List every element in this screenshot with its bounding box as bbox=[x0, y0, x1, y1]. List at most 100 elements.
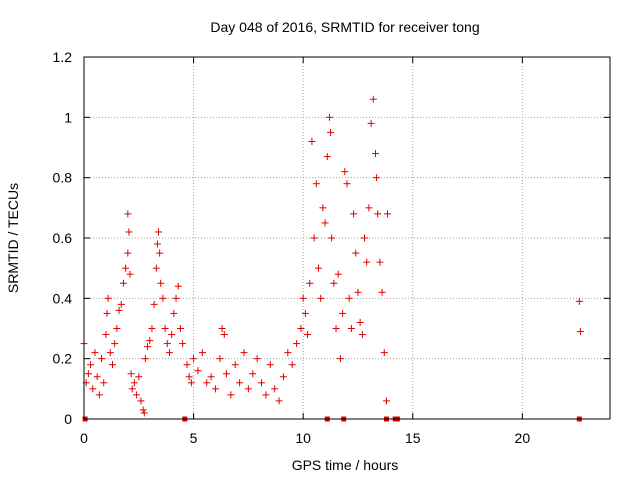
data-point bbox=[319, 204, 327, 212]
data-point bbox=[356, 318, 364, 326]
data-point bbox=[384, 210, 392, 218]
data-point bbox=[315, 264, 323, 272]
data-point bbox=[135, 373, 143, 381]
data-point bbox=[216, 355, 224, 363]
data-point bbox=[284, 349, 292, 357]
data-point bbox=[111, 340, 119, 348]
data-point bbox=[168, 331, 176, 339]
data-point bbox=[157, 279, 165, 287]
data-point bbox=[301, 309, 309, 317]
data-point bbox=[367, 119, 375, 127]
data-point bbox=[350, 210, 358, 218]
data-point bbox=[339, 309, 347, 317]
y-tick-label: 1.2 bbox=[53, 49, 73, 65]
data-point bbox=[190, 355, 198, 363]
data-point bbox=[170, 309, 178, 317]
data-point bbox=[87, 361, 95, 369]
data-point bbox=[347, 325, 355, 332]
data-point bbox=[361, 234, 369, 242]
data-point bbox=[93, 373, 101, 381]
data-point bbox=[207, 373, 215, 381]
data-point bbox=[84, 370, 92, 378]
data-point bbox=[321, 219, 329, 227]
data-point bbox=[218, 325, 226, 332]
data-point bbox=[203, 379, 211, 387]
x-tick-label: 5 bbox=[190, 430, 198, 446]
data-point bbox=[179, 340, 187, 348]
data-point bbox=[323, 153, 331, 161]
data-point bbox=[334, 270, 342, 278]
y-tick-label: 0.4 bbox=[53, 290, 73, 306]
data-point bbox=[266, 361, 274, 369]
data-point bbox=[317, 294, 325, 302]
data-point bbox=[89, 385, 97, 393]
data-point bbox=[310, 234, 318, 242]
data-point bbox=[117, 300, 125, 308]
data-point bbox=[258, 379, 266, 387]
data-point bbox=[345, 294, 353, 302]
data-point bbox=[127, 370, 135, 378]
data-point bbox=[115, 306, 123, 314]
data-point bbox=[297, 325, 305, 332]
data-point bbox=[187, 379, 195, 387]
data-point bbox=[240, 349, 248, 357]
data-point bbox=[236, 379, 244, 387]
data-point bbox=[122, 264, 130, 272]
data-point bbox=[330, 279, 338, 287]
data-point bbox=[271, 385, 279, 393]
data-point bbox=[185, 373, 193, 381]
y-axis-label: SRMTID / TECUs bbox=[5, 183, 21, 293]
data-point bbox=[146, 337, 154, 345]
data-point bbox=[163, 340, 171, 348]
data-point bbox=[358, 331, 366, 339]
data-point bbox=[325, 113, 333, 121]
data-point bbox=[279, 373, 287, 381]
data-point bbox=[194, 367, 202, 375]
y-tick-label: 0.8 bbox=[53, 170, 73, 186]
data-point bbox=[148, 325, 156, 332]
data-point bbox=[308, 137, 316, 145]
data-point bbox=[231, 361, 239, 369]
data-point bbox=[126, 270, 134, 278]
data-point bbox=[380, 349, 388, 357]
data-point bbox=[144, 343, 152, 351]
data-point bbox=[161, 325, 169, 332]
data-point bbox=[304, 331, 312, 339]
data-point bbox=[174, 282, 182, 290]
y-tick-label: 0.6 bbox=[53, 230, 73, 246]
data-point bbox=[141, 355, 149, 363]
data-point bbox=[125, 228, 133, 236]
data-point bbox=[183, 361, 191, 369]
x-tick-label: 10 bbox=[295, 430, 311, 446]
data-points bbox=[80, 95, 584, 422]
data-point bbox=[113, 325, 121, 332]
data-point bbox=[91, 349, 99, 357]
data-point bbox=[212, 385, 219, 393]
axis-ticks: 0 0.2 0.4 0.6 0.8 1 1.2 0 5 10 15 20 bbox=[53, 49, 610, 446]
data-point bbox=[249, 370, 257, 378]
x-tick-label: 15 bbox=[405, 430, 421, 446]
data-point bbox=[108, 361, 116, 369]
data-point bbox=[130, 379, 138, 387]
data-point bbox=[244, 385, 252, 393]
data-point bbox=[153, 240, 161, 248]
data-point bbox=[124, 249, 132, 257]
data-point bbox=[382, 397, 390, 405]
data-point bbox=[306, 279, 314, 287]
data-point bbox=[365, 204, 373, 212]
data-point bbox=[312, 180, 320, 188]
grid bbox=[84, 57, 610, 419]
y-tick-label: 0.2 bbox=[53, 351, 73, 367]
data-point bbox=[124, 210, 132, 218]
data-point bbox=[328, 234, 336, 242]
data-point bbox=[293, 340, 301, 348]
data-point bbox=[227, 391, 235, 399]
data-point bbox=[100, 379, 108, 387]
data-point bbox=[575, 297, 583, 305]
data-point bbox=[137, 397, 145, 405]
data-point bbox=[341, 168, 349, 176]
data-point bbox=[373, 174, 381, 182]
data-point bbox=[369, 95, 377, 103]
data-point bbox=[253, 355, 261, 363]
